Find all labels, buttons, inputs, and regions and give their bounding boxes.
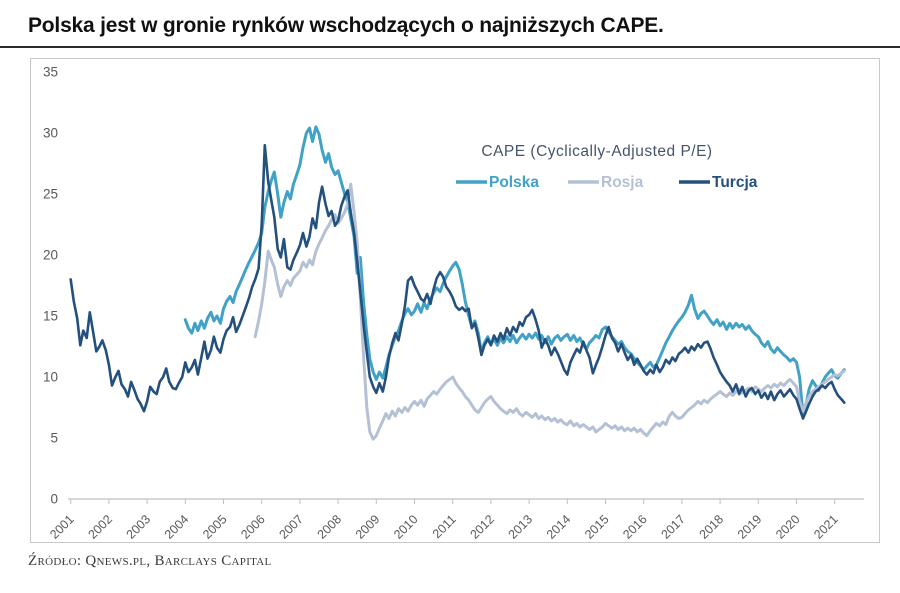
x-axis-label: 2008 [315,512,345,540]
x-axis-label: 2001 [47,512,77,540]
x-axis-label: 2012 [467,512,497,540]
x-axis-label: 2013 [506,512,536,540]
x-axis-label: 2021 [811,512,841,540]
x-axis-label: 2018 [697,512,727,540]
x-axis-label: 2015 [582,512,612,540]
x-axis-label: 2004 [162,512,192,540]
legend-item-rosja: Rosja [568,174,644,191]
x-axis-label: 2002 [85,512,115,540]
x-axis-label: 2003 [124,512,154,540]
series-line-rosja [253,182,846,441]
legend-item-polska: Polska [456,174,539,191]
series-line-polska [183,125,846,418]
x-axis-label: 2017 [658,512,688,540]
chart-legend: CAPE (Cyclically-Adjusted P/E) Polska Rosj… [456,143,758,191]
legend-label-polska: Polska [489,174,539,191]
legend-label-turcja: Turcja [712,174,758,191]
y-axis-label: 0 [50,492,58,507]
x-axis-label: 2006 [238,512,268,540]
chart-svg: 2001 2002 2003 2004 2005 2006 2007 2008 2009 2010… [43,65,864,540]
chart-frame: 2001 2002 2003 2004 2005 2006 2007 2008 2009 2010… [30,58,880,544]
x-axis-label: 2014 [544,512,574,540]
y-axis-label: 30 [43,126,58,141]
y-axis-label: 20 [43,248,58,263]
x-axis-label: 2005 [200,512,230,540]
legend-item-turcja: Turcja [679,174,758,191]
y-axis-label: 10 [43,370,58,385]
x-axis-label: 2009 [353,512,383,540]
y-axis-label: 25 [43,187,58,202]
x-axis-label: 2011 [430,512,459,540]
y-axis-label: 35 [43,65,58,80]
x-axis-label: 2016 [620,512,650,540]
source-caption: Źródło: Qnews.pl, Barclays Capital [28,553,272,570]
series-line-turcja [69,143,846,420]
y-axis-label: 15 [43,309,58,324]
x-axis-label: 2020 [773,512,803,540]
page-title: Polska jest w gronie rynków wschodzących… [28,14,664,37]
legend-title: CAPE (Cyclically-Adjusted P/E) [481,143,712,160]
header: Polska jest w gronie rynków wschodzących… [0,0,900,49]
legend-label-rosja: Rosja [601,174,644,191]
x-axis-label: 2010 [391,512,421,540]
y-axis-label: 5 [50,431,58,446]
x-axis-label: 2019 [735,512,765,540]
x-axis-label: 2007 [276,512,306,540]
